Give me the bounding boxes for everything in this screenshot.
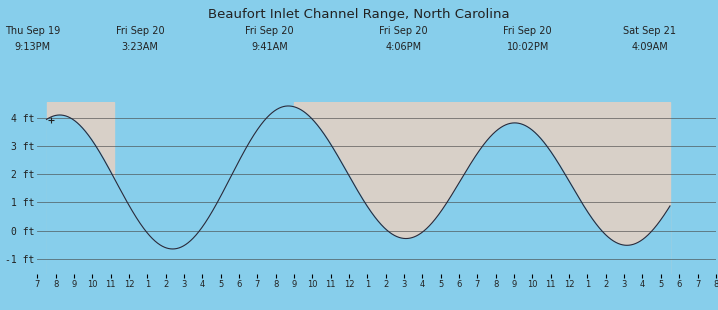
Text: Thu Sep 19: Thu Sep 19 <box>5 26 60 36</box>
Text: 4:09AM: 4:09AM <box>631 42 668 52</box>
Bar <box>201 0 352 87</box>
Text: 9:41AM: 9:41AM <box>251 42 288 52</box>
Text: 3:23AM: 3:23AM <box>121 42 159 52</box>
Text: Fri Sep 20: Fri Sep 20 <box>379 26 428 36</box>
Bar <box>47 102 114 274</box>
Text: 9:13PM: 9:13PM <box>14 42 50 52</box>
Text: 10:02PM: 10:02PM <box>506 42 549 52</box>
Text: Fri Sep 20: Fri Sep 20 <box>116 26 164 36</box>
Text: Sat Sep 21: Sat Sep 21 <box>623 26 676 36</box>
Bar <box>515 102 670 274</box>
Text: Fri Sep 20: Fri Sep 20 <box>245 26 294 36</box>
Text: 4:06PM: 4:06PM <box>386 42 421 52</box>
Text: Beaufort Inlet Channel Range, North Carolina: Beaufort Inlet Channel Range, North Caro… <box>208 8 510 21</box>
Text: Fri Sep 20: Fri Sep 20 <box>503 26 552 36</box>
Bar <box>294 102 515 274</box>
